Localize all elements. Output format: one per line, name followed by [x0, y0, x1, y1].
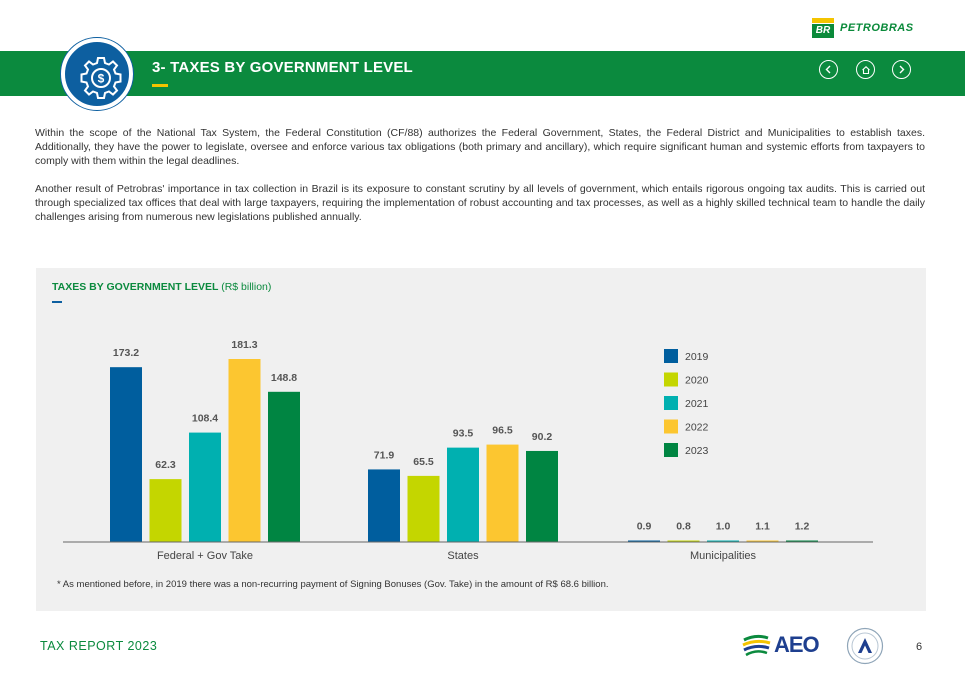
legend-swatch-2023: [664, 443, 678, 457]
data-label-2-2022: 1.1: [755, 521, 770, 533]
legend-swatch-2022: [664, 420, 678, 434]
data-label-0-2022: 181.3: [231, 339, 257, 351]
legend-swatch-2019: [664, 349, 678, 363]
aeo-text: AEO: [774, 632, 819, 658]
legend-swatch-2020: [664, 373, 678, 387]
legend-label-2021: 2021: [685, 398, 709, 410]
bar-1-2021: [447, 448, 479, 542]
data-label-0-2023: 148.8: [271, 372, 297, 384]
data-label-2-2019: 0.9: [637, 521, 652, 533]
bar-1-2019: [368, 469, 400, 542]
bar-1-2023: [526, 451, 558, 542]
data-label-2-2020: 0.8: [676, 521, 691, 533]
category-label: Municipalities: [690, 550, 757, 562]
category-label: Federal + Gov Take: [157, 550, 253, 562]
data-label-1-2023: 90.2: [532, 431, 553, 443]
legend-swatch-2021: [664, 396, 678, 410]
data-label-1-2021: 93.5: [453, 428, 474, 440]
page-number: 6: [916, 641, 922, 653]
legend-label-2020: 2020: [685, 375, 709, 387]
data-label-1-2019: 71.9: [374, 449, 395, 461]
data-label-1-2022: 96.5: [492, 425, 513, 437]
data-label-0-2019: 173.2: [113, 347, 139, 359]
bar-0-2019: [110, 367, 142, 542]
legend-label-2019: 2019: [685, 351, 709, 363]
bar-0-2021: [189, 433, 221, 542]
bar-0-2022: [229, 359, 261, 542]
data-label-1-2020: 65.5: [413, 456, 434, 468]
data-label-0-2021: 108.4: [192, 413, 218, 425]
data-label-2-2021: 1.0: [716, 521, 731, 533]
bar-0-2023: [268, 392, 300, 542]
legend-label-2023: 2023: [685, 445, 709, 457]
report-label: TAX REPORT 2023: [40, 639, 157, 653]
bar-1-2020: [408, 476, 440, 542]
data-label-2-2023: 1.2: [795, 521, 810, 533]
chart-footnote: * As mentioned before, in 2019 there was…: [57, 579, 609, 590]
legend-label-2022: 2022: [685, 422, 709, 434]
data-label-0-2020: 62.3: [155, 459, 176, 471]
certification-seal-icon: [846, 627, 884, 665]
aeo-logo: AEO: [742, 632, 819, 658]
aeo-brazil-flag-icon: [742, 632, 772, 658]
bar-0-2020: [150, 479, 182, 542]
category-label: States: [447, 550, 479, 562]
bar-1-2022: [487, 445, 519, 542]
